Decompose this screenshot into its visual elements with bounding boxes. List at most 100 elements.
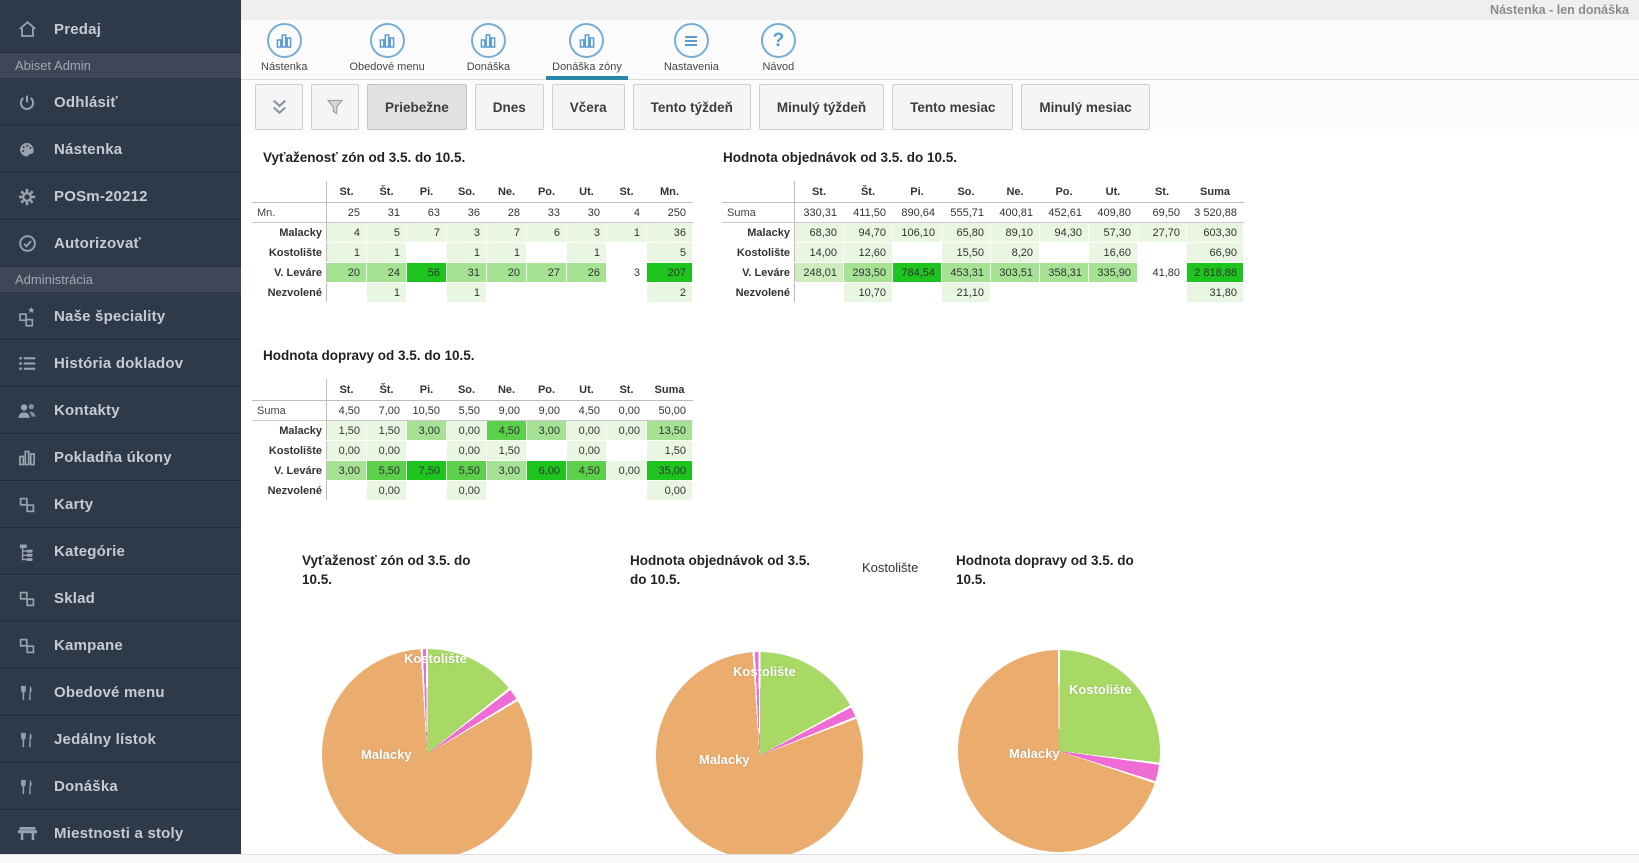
table-row: Malacky 4 5 7 3 7 6 3 1 36 xyxy=(252,222,693,243)
collapse-button[interactable] xyxy=(255,84,303,130)
table-cell: 30 xyxy=(566,202,607,223)
filter-button-priebe-ne[interactable]: Priebežne xyxy=(367,84,467,130)
table-cell xyxy=(486,282,527,303)
sidebar-item-don-ka[interactable]: Donáška xyxy=(0,763,241,810)
table-header-row: St. Št. Pi. So. Ne. Po. Ut. St. Mn. xyxy=(252,181,693,203)
table-cell: 0,00 xyxy=(366,480,407,501)
pie-chart xyxy=(322,649,532,859)
column-header: Po. xyxy=(1039,181,1089,203)
table-cell: 409,80 xyxy=(1088,202,1138,223)
table-cell: 3,00 xyxy=(406,420,447,441)
sidebar-item-autorizova-[interactable]: Autorizovať xyxy=(0,220,241,267)
pie-slice-label: Malacky xyxy=(361,747,412,762)
top-strip: Nástenka - len donáška xyxy=(241,0,1639,20)
list-icon xyxy=(17,353,38,374)
table-cell: 4,50 xyxy=(486,420,527,441)
table-cell: 5 xyxy=(646,242,693,263)
sidebar: Predaj Abiset Admin Odhlásiť Nástenka POSm-2… xyxy=(0,0,241,863)
sidebar-item-jed-lny-l-stok[interactable]: Jedálny lístok xyxy=(0,716,241,763)
sidebar-item-label: Miestnosti a stoly xyxy=(54,825,184,842)
sidebar-item-label: Jedálny lístok xyxy=(54,731,157,748)
filter-button-dnes[interactable]: Dnes xyxy=(474,84,544,130)
sidebar-item-hist-ria-dokladov[interactable]: História dokladov xyxy=(0,340,241,387)
table-cell: 7 xyxy=(406,222,447,243)
filter-button-tento-t-de-[interactable]: Tento týždeň xyxy=(632,84,751,130)
sidebar-item-odhl-si-[interactable]: Odhlásiť xyxy=(0,79,241,126)
tab-nastavenia[interactable]: Nastavenia xyxy=(656,20,727,79)
sidebar-item-n-stenka[interactable]: Nástenka xyxy=(0,126,241,173)
table-cell: 1,50 xyxy=(326,420,367,441)
menu-circle-icon xyxy=(673,23,709,58)
sidebar-item-miestnosti-a-stoly[interactable]: Miestnosti a stoly xyxy=(0,810,241,857)
table-cell: 41,80 xyxy=(1137,262,1187,283)
table-cell: 5 xyxy=(366,222,407,243)
tab-don-ka[interactable]: Donáška xyxy=(459,20,518,79)
table-cell: 6,00 xyxy=(526,460,567,481)
filter-button-minul-t-de-[interactable]: Minulý týždeň xyxy=(758,84,885,130)
table-row: V. Leváre 3,00 5,50 7,50 5,50 3,00 6,00 4,50 0,0… xyxy=(252,460,693,481)
pie-chart xyxy=(958,650,1160,852)
sidebar-item-obedov-menu[interactable]: Obedové menu xyxy=(0,669,241,716)
barchart-icon xyxy=(17,448,37,468)
table-cell: 452,61 xyxy=(1039,202,1089,223)
pie-slice-label: Kostolište xyxy=(1069,682,1132,697)
bottom-scroll-strip[interactable] xyxy=(0,854,1639,863)
cutlery-icon xyxy=(18,683,37,703)
table-title: Hodnota dopravy od 3.5. do 10.5. xyxy=(263,348,475,363)
column-header: So. xyxy=(446,181,487,203)
sidebar-item-poklad-a-kony[interactable]: Pokladňa úkony xyxy=(0,434,241,481)
table-cell: 15,50 xyxy=(941,242,991,263)
sidebar-item-sklad[interactable]: Sklad xyxy=(0,575,241,622)
table-cell: 411,50 xyxy=(843,202,893,223)
table-cell: 4 xyxy=(606,202,647,223)
sidebar-item-predaj[interactable]: Predaj xyxy=(0,6,241,53)
tab-n-vod[interactable]: ? Návod xyxy=(753,20,804,79)
sidebar-item-label: Nástenka xyxy=(54,141,123,158)
table-cell: Kostolište xyxy=(252,440,327,461)
column-header: Št. xyxy=(366,181,407,203)
sidebar-item-label: Autorizovať xyxy=(54,235,141,252)
table-cell: 0,00 xyxy=(366,440,407,461)
filter-toolbar: Priebežne Dnes Včera Tento týždeň Minulý týž… xyxy=(241,80,1639,134)
table-cell: Malacky xyxy=(252,420,327,441)
filter-button-v-era[interactable]: Včera xyxy=(551,84,625,130)
dashboard-table: St. Št. Pi. So. Ne. Po. Ut. St. Suma Suma 330,31 41… xyxy=(722,181,1244,303)
table-cell: 7,50 xyxy=(406,460,447,481)
column-header: St. xyxy=(794,181,844,203)
sidebar-item-kontakty[interactable]: Kontakty xyxy=(0,387,241,434)
sidebar-item-kateg-rie[interactable]: Kategórie xyxy=(0,528,241,575)
filter-button-minul-mesiac[interactable]: Minulý mesiac xyxy=(1021,84,1150,130)
table-cell: 335,90 xyxy=(1088,262,1138,283)
column-header: St. xyxy=(326,181,367,203)
sidebar-item-karty[interactable]: Karty xyxy=(0,481,241,528)
sidebar-item-label: Pokladňa úkony xyxy=(54,449,172,466)
dashboard-table: St. Št. Pi. So. Ne. Po. Ut. St. Suma Suma 4,50 7,00… xyxy=(252,379,693,501)
column-header: Ne. xyxy=(990,181,1040,203)
sidebar-item-na-e-peciality[interactable]: Naše špeciality xyxy=(0,293,241,340)
table-cell: 8,20 xyxy=(990,242,1040,263)
tab-obedov-menu[interactable]: Obedové menu xyxy=(341,20,432,79)
table-cell xyxy=(1088,282,1138,303)
sidebar-item-posm-20212[interactable]: POSm-20212 xyxy=(0,173,241,220)
table-cell: 4,50 xyxy=(326,400,367,421)
table-cell xyxy=(326,480,367,501)
barchart-circle-icon xyxy=(569,23,605,58)
table-cell: Mn. xyxy=(252,202,327,223)
table-cell: 57,30 xyxy=(1088,222,1138,243)
tab-don-ka-z-ny[interactable]: Donáška zóny xyxy=(544,20,630,80)
table-cell: 1 xyxy=(366,282,407,303)
table-cell xyxy=(406,440,447,461)
sidebar-item-kampane[interactable]: Kampane xyxy=(0,622,241,669)
table-cell: Kostolište xyxy=(252,242,327,263)
main-content: Nástenka - len donáška Nástenka Obedové m… xyxy=(241,0,1639,863)
table-cell: 50,00 xyxy=(646,400,693,421)
table-corner-cell xyxy=(252,181,327,203)
filter-button[interactable] xyxy=(311,84,359,130)
table-cell: 1,50 xyxy=(646,440,693,461)
filter-button-tento-mesiac[interactable]: Tento mesiac xyxy=(892,84,1014,130)
table-row: Nezvolené 0,00 0,00 0,00 xyxy=(252,480,693,501)
table-cell: 21,10 xyxy=(941,282,991,303)
tab-n-stenka[interactable]: Nástenka xyxy=(253,20,315,79)
table-cell: 68,30 xyxy=(794,222,844,243)
table-row: Kostolište 0,00 0,00 0,00 1,50 0,00 1,50 xyxy=(252,440,693,461)
